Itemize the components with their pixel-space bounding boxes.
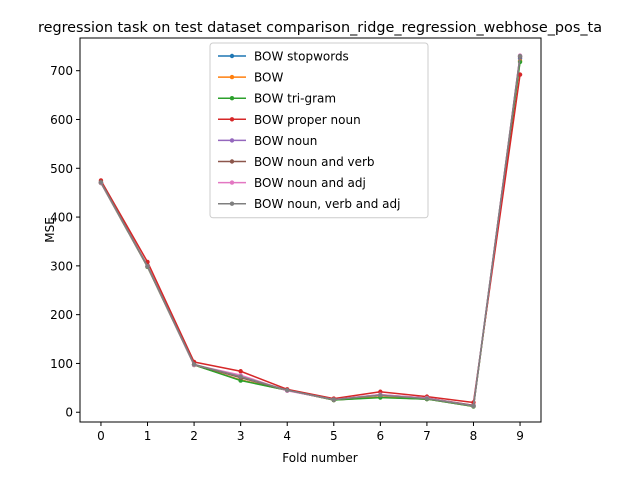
data-point	[331, 397, 336, 402]
series-line	[100, 74, 521, 404]
y-tick-label: 500	[50, 162, 73, 176]
x-tick-label: 4	[283, 429, 291, 443]
series-layer	[98, 53, 523, 409]
y-tick-label: 0	[65, 406, 73, 420]
y-tick-label: 100	[50, 357, 73, 371]
y-axis-label: MSE	[43, 217, 57, 243]
y-tick-label: 300	[50, 259, 73, 273]
axes-frame	[79, 37, 542, 423]
x-tick-label: 1	[144, 429, 152, 443]
x-tick-label: 3	[237, 429, 245, 443]
data-point	[238, 374, 243, 379]
series-line	[100, 55, 521, 407]
x-tick-label: 2	[190, 429, 198, 443]
data-point	[471, 403, 476, 409]
legend-swatch-marker	[229, 53, 235, 59]
data-point	[285, 388, 290, 393]
data-point	[517, 53, 523, 59]
x-tick-label: 6	[377, 429, 385, 443]
legend: BOW stopwords BOW BOW tri-gram BOW proper n…	[209, 42, 429, 219]
legend-label: BOW	[254, 71, 283, 85]
x-tick-label: 0	[97, 429, 105, 443]
legend-label: BOW tri-gram	[254, 92, 336, 106]
chart-title: regression task on test dataset comparis…	[38, 20, 602, 36]
data-point	[424, 396, 430, 401]
x-tick-label: 9	[516, 429, 524, 443]
x-tick-label: 8	[470, 429, 478, 443]
legend-swatch-marker	[229, 117, 235, 122]
x-axis-label: Fold number	[282, 451, 357, 465]
data-point	[378, 392, 383, 398]
y-tick-label: 700	[50, 64, 73, 78]
y-tick-label: 400	[50, 211, 73, 225]
data-point	[145, 264, 150, 269]
legend-swatch-marker	[229, 74, 235, 80]
data-point	[191, 362, 197, 367]
tick-layer: 0 1 2 3 4 5 6 7 8 9 0 100 200 300 400 500 600 700	[50, 64, 524, 443]
legend-swatch-marker	[229, 138, 235, 143]
legend-swatch-marker	[229, 201, 235, 206]
legend-label: BOW noun and adj	[254, 176, 366, 190]
legend-label: BOW noun	[254, 134, 317, 148]
legend-label: BOW noun, verb and adj	[254, 197, 400, 211]
legend-box	[209, 42, 429, 219]
y-tick-label: 600	[50, 113, 73, 127]
legend-label: BOW proper noun	[254, 113, 361, 127]
series-group	[98, 53, 523, 409]
legend-swatch-marker	[229, 180, 235, 185]
data-point	[517, 72, 523, 77]
y-tick-label: 200	[50, 308, 73, 322]
x-tick-label: 5	[330, 429, 338, 443]
data-point	[98, 180, 104, 185]
legend-label: BOW noun and verb	[254, 155, 375, 169]
legend-label: BOW stopwords	[254, 50, 349, 64]
legend-swatch-marker	[229, 96, 235, 101]
legend-swatch-marker	[229, 159, 235, 164]
data-point	[238, 369, 243, 374]
x-tick-label: 7	[423, 429, 431, 443]
